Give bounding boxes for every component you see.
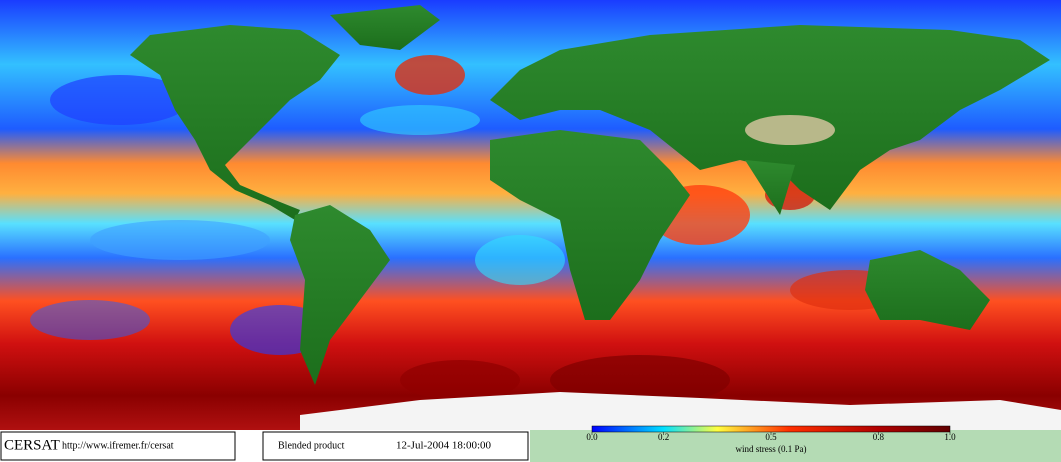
url: http://www.ifremer.fr/cersat — [62, 440, 174, 451]
footer-ice — [530, 430, 1061, 462]
product: Blended product — [278, 440, 345, 451]
colorbar-tick-label: 0.0 — [586, 432, 598, 442]
south-america — [290, 205, 390, 385]
colorbar-tick-label: 0.5 — [765, 432, 777, 442]
colorbar-tick-label: 0.2 — [658, 432, 669, 442]
datetime: 12-Jul-2004 18:00:00 — [396, 440, 492, 452]
product-box — [262, 431, 529, 461]
north-america — [130, 25, 340, 220]
logo-box — [0, 431, 236, 461]
logo: CERSAT — [4, 437, 60, 453]
tibet — [745, 115, 835, 145]
australia — [865, 250, 990, 330]
greenland — [330, 5, 440, 50]
colorbar-tick-label: 0.8 — [873, 432, 885, 442]
antarctica — [300, 392, 1061, 430]
india — [745, 160, 795, 215]
land — [130, 5, 1050, 385]
colorbar-tick-label: 1.0 — [944, 432, 956, 442]
africa — [490, 130, 690, 320]
colorbar-label: wind stress (0.1 Pa) — [736, 444, 807, 454]
